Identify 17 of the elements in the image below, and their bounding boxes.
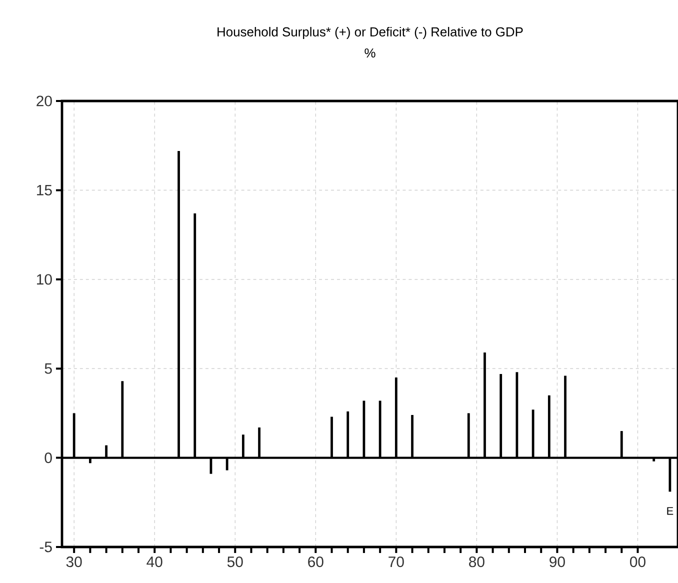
- y-tick-label: 0: [44, 452, 52, 464]
- x-tick-label: 40: [146, 556, 162, 568]
- y-tick-label: 10: [37, 274, 52, 285]
- chart-title: Household Surplus* (+) or Deficit* (-) Relative to GDP: [218, 26, 523, 40]
- x-tick-label: 30: [66, 556, 82, 568]
- x-tick-label: 90: [550, 556, 565, 568]
- x-tick-label: 80: [469, 556, 484, 568]
- y-tick-label: 5: [44, 363, 52, 374]
- y-tick-label: 20: [36, 96, 52, 106]
- chart-subtitle: %: [364, 48, 376, 58]
- y-tick-label: 15: [37, 184, 52, 196]
- x-tick-label: 70: [388, 556, 404, 568]
- x-tick-label: 60: [308, 556, 324, 568]
- x-tick-label: 50: [227, 556, 243, 568]
- annotation: E: [667, 507, 674, 515]
- x-tick-label: 00: [630, 556, 646, 568]
- y-tick-label: -5: [40, 542, 52, 552]
